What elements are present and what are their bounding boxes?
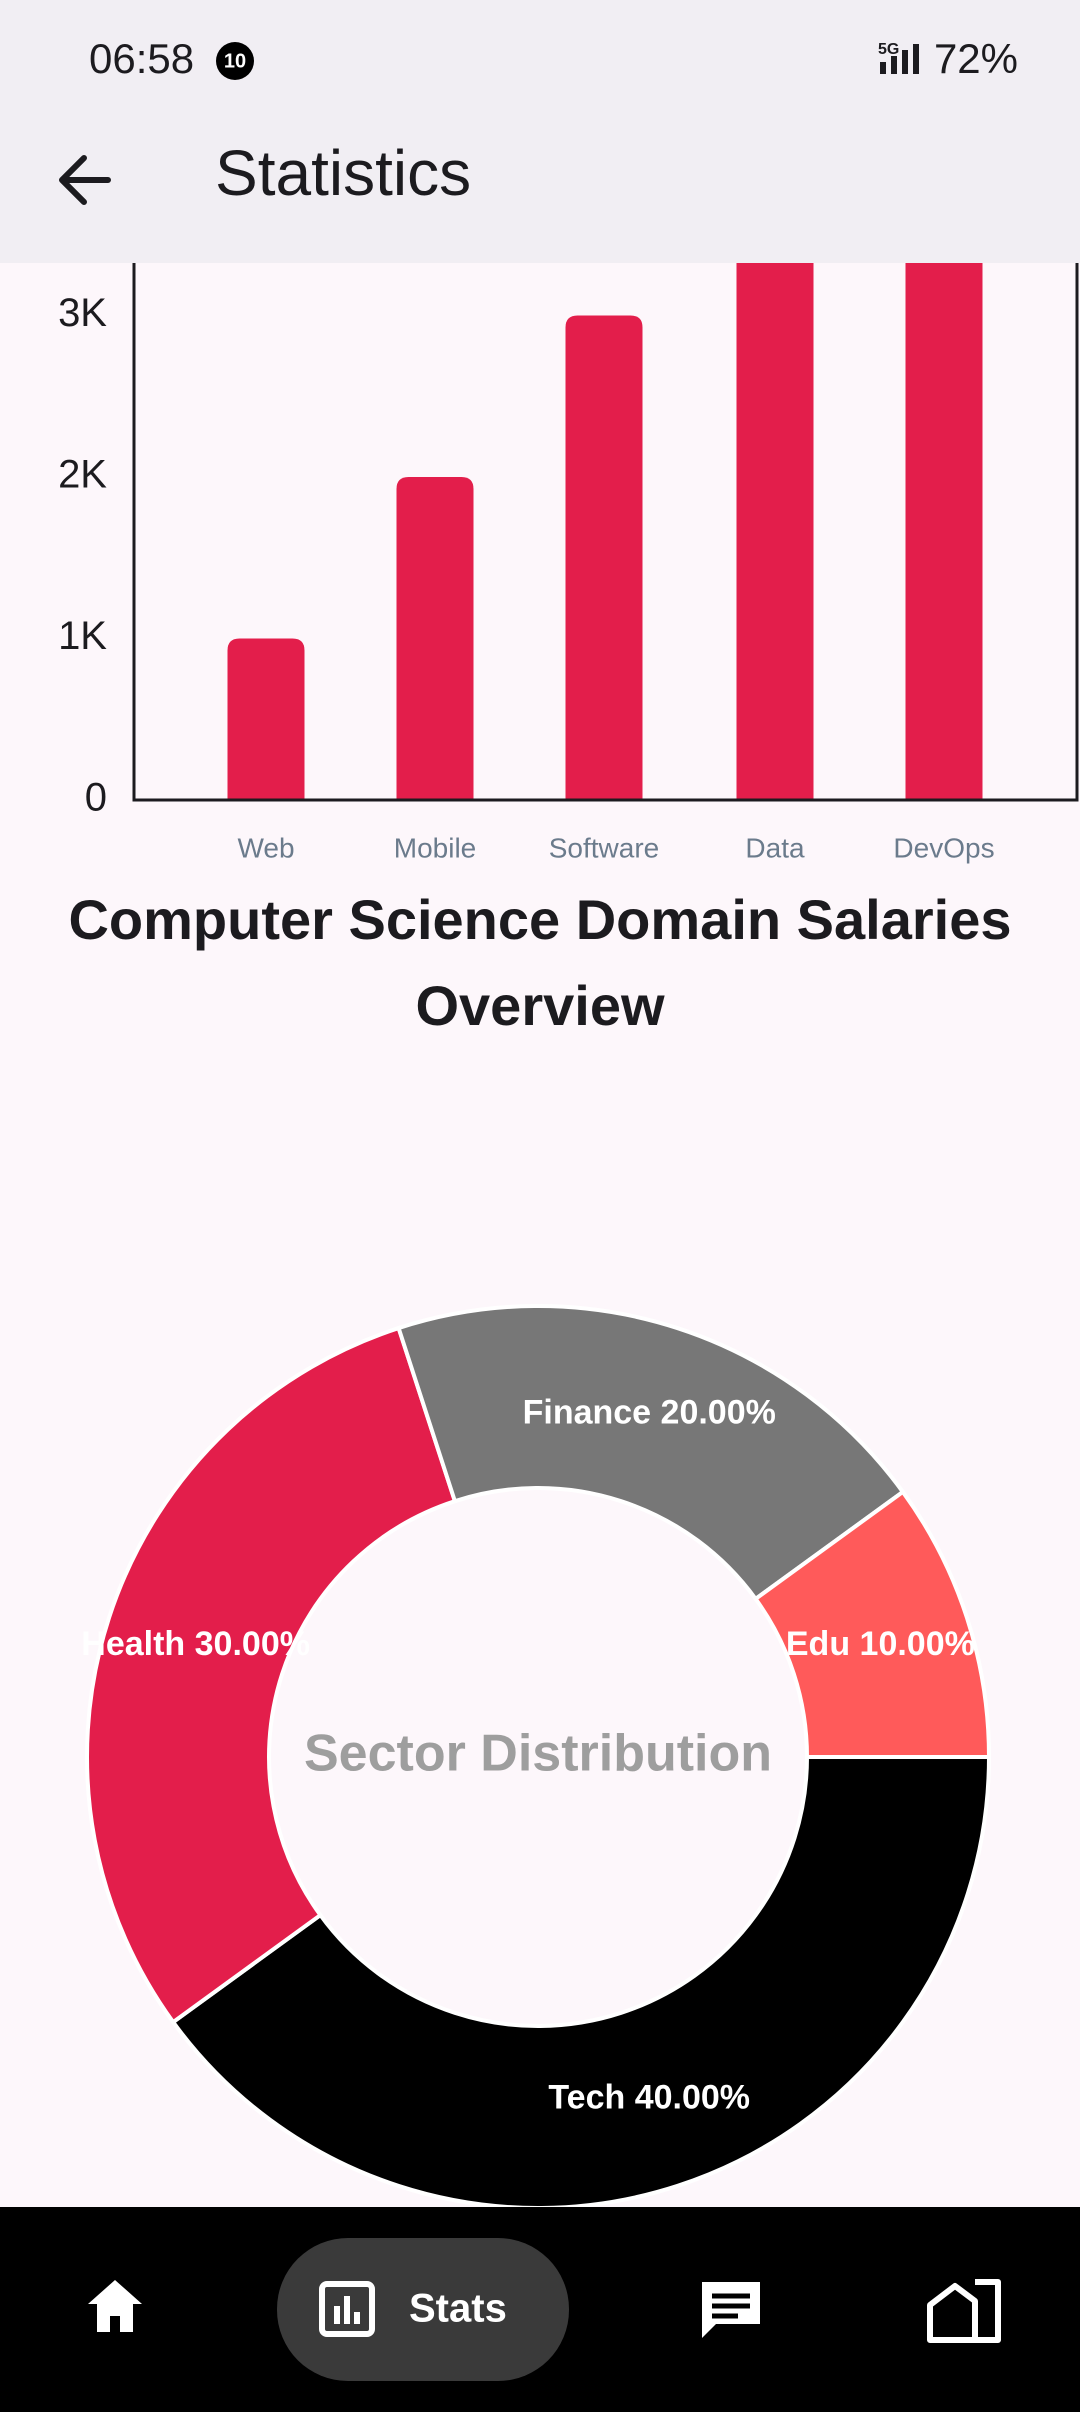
stats-nav-button[interactable] [277,2238,569,2381]
bar [396,477,474,800]
slice-label: Health 30.00% [81,1625,310,1663]
stats-nav-label: Stats [409,2287,507,2331]
app-bar-title: Statistics [215,137,471,209]
slice-value-label: 20.00% [661,1394,776,1432]
slice-label: Edu 10.00% [786,1625,975,1663]
chart-title: Computer Science Domain Salaries Overview [68,888,1011,1037]
y-tick-label: 1K [58,614,107,658]
slice-category: Edu [786,1625,850,1663]
content: 0 1K 2K 3K Web Mobile Software Data DevOps Comput… [58,0,1079,2210]
home-nav-button[interactable] [88,2280,142,2332]
slice-label: Finance 20.00% [523,1394,776,1432]
back-button[interactable] [59,155,111,205]
donut-slice [396,1304,906,1602]
slice-value-label: 30.00% [195,1625,310,1663]
network-type: 5G [878,41,899,58]
buildings-nav-button[interactable] [927,2279,1001,2343]
messages-icon-lines [712,2293,750,2319]
bar [227,638,305,800]
x-tick-label: Mobile [394,832,476,863]
bar [565,315,643,800]
axis-frame [132,0,1079,802]
signal-icon [880,44,919,74]
notification-badge [216,42,254,80]
x-tick-label: DevOps [893,832,994,863]
x-tick-label: Data [745,832,805,863]
donut-slice [752,1489,992,1759]
y-tick-label: 2K [58,453,107,497]
slice-category: Finance [523,1394,651,1432]
y-tick-label: 3K [58,291,107,335]
battery-level: 72% [934,35,1018,82]
slice-category: Health [81,1625,185,1663]
x-tick-label: Software [549,832,660,863]
slice-category: Tech [548,2078,625,2116]
donut-slice [85,1325,458,2025]
slice-value-label: 40.00% [635,2078,750,2116]
app-bar-background [0,0,1080,263]
donut-center-title: Sector Distribution [304,1725,772,1783]
slice-value-label: 10.00% [860,1625,975,1663]
slice-label: Tech 40.00% [548,2078,750,2116]
x-tick-label: Web [237,832,294,863]
y-tick-label: 0 [85,776,107,820]
notification-count: 10 [224,50,246,72]
status-time: 06:58 [89,35,194,82]
donut-slice [170,1755,992,2210]
stats-icon [319,2281,375,2337]
bar [736,154,814,800]
